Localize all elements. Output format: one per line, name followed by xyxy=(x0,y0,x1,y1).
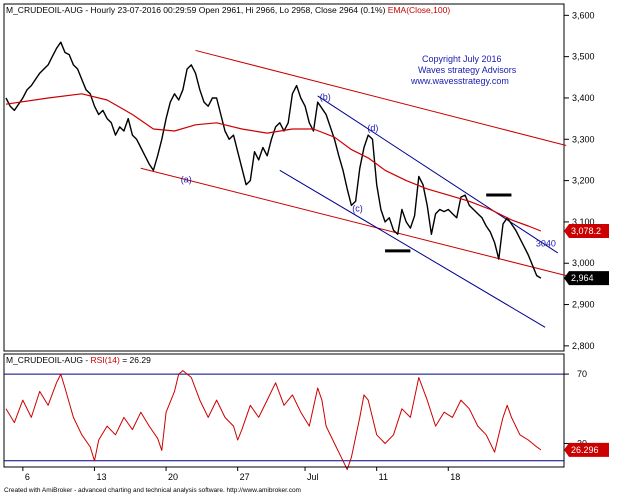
header-info: - Hourly 23-07-2016 00:29:59 Open 2961, … xyxy=(83,5,386,15)
price-series-group xyxy=(5,41,542,279)
price-tick-label: 3,500 xyxy=(572,52,595,62)
price-tick-label: 3,000 xyxy=(572,258,595,268)
rsi-tick-label: 70 xyxy=(577,369,587,379)
rsi-line xyxy=(5,370,542,470)
last-price-badge: 2,964 xyxy=(564,271,609,286)
price-tick-label: 3,400 xyxy=(572,93,595,103)
wave-label: 3040 xyxy=(536,239,556,249)
price-tick-label: 3,100 xyxy=(572,217,595,227)
rsi-level-lines xyxy=(4,373,564,462)
rsi-panel xyxy=(3,353,565,468)
wave-label: (c) xyxy=(352,204,363,214)
x-tick-label: 6 xyxy=(25,472,30,482)
upper-channel-line xyxy=(195,49,567,146)
x-tick-label: 27 xyxy=(240,472,250,482)
price-y-axis: 2,800 2,900 3,000 3,100 3,200 3,300 3,400 3,500… xyxy=(564,10,595,351)
ema-price-badge: 3,078.2 xyxy=(564,224,609,239)
price-tick-label: 2,800 xyxy=(572,341,595,351)
copyright-line-3: www.wavesstrategy.com xyxy=(410,76,509,86)
price-panel xyxy=(3,3,565,352)
x-tick-label: 20 xyxy=(168,472,178,482)
price-tick-label: 3,200 xyxy=(572,176,595,186)
wave-label: (d) xyxy=(367,123,378,133)
rsi-badge: 26.296 xyxy=(564,442,609,457)
rsi-header: M_CRUDEOIL-AUG - RSI(14) = 26.29 xyxy=(6,355,151,365)
footer-credit: Created with AmiBroker - advanced charti… xyxy=(4,487,301,494)
ema-line xyxy=(5,93,542,232)
wave-label: (a) xyxy=(181,175,192,185)
rsi-header-value: = 26.29 xyxy=(120,355,151,365)
price-tick-label: 2,900 xyxy=(572,300,595,310)
header-symbol: M_CRUDEOIL-AUG xyxy=(6,5,83,15)
x-tick-label: Jul xyxy=(307,472,319,482)
rsi-badge-text: 26.296 xyxy=(571,445,599,455)
rsi-header-symbol: M_CRUDEOIL-AUG xyxy=(6,355,83,365)
rsi-header-sep: - xyxy=(83,355,91,365)
wave-annotations: (a) (b) (c) (d) 3040 xyxy=(181,92,556,249)
x-tick-label: 18 xyxy=(450,472,460,482)
last-badge-text: 2,964 xyxy=(571,273,594,283)
blue-upper-line xyxy=(317,95,559,254)
chart-header: M_CRUDEOIL-AUG - Hourly 23-07-2016 00:29… xyxy=(6,5,450,15)
copyright-line-1: Copyright July 2016 xyxy=(422,54,502,64)
copyright-line-2: Waves strategy Advisors xyxy=(418,65,517,75)
lower-channel-line xyxy=(140,167,567,277)
channel-lines xyxy=(140,49,567,328)
price-tick-label: 3,600 xyxy=(572,10,595,20)
rsi-series-group xyxy=(5,370,542,470)
header-ema-label: EMA(Close,100) xyxy=(388,5,451,15)
date-x-axis: 6 13 20 27 Jul 11 18 xyxy=(4,466,564,482)
rsi-header-label: RSI(14) xyxy=(91,355,120,365)
ema-badge-text: 3,078.2 xyxy=(571,226,601,236)
price-line xyxy=(5,41,542,279)
x-tick-label: 13 xyxy=(96,472,106,482)
blue-lower-line xyxy=(279,169,546,328)
price-tick-label: 3,300 xyxy=(572,134,595,144)
wave-label: (b) xyxy=(320,92,331,102)
x-tick-label: 11 xyxy=(379,472,388,482)
